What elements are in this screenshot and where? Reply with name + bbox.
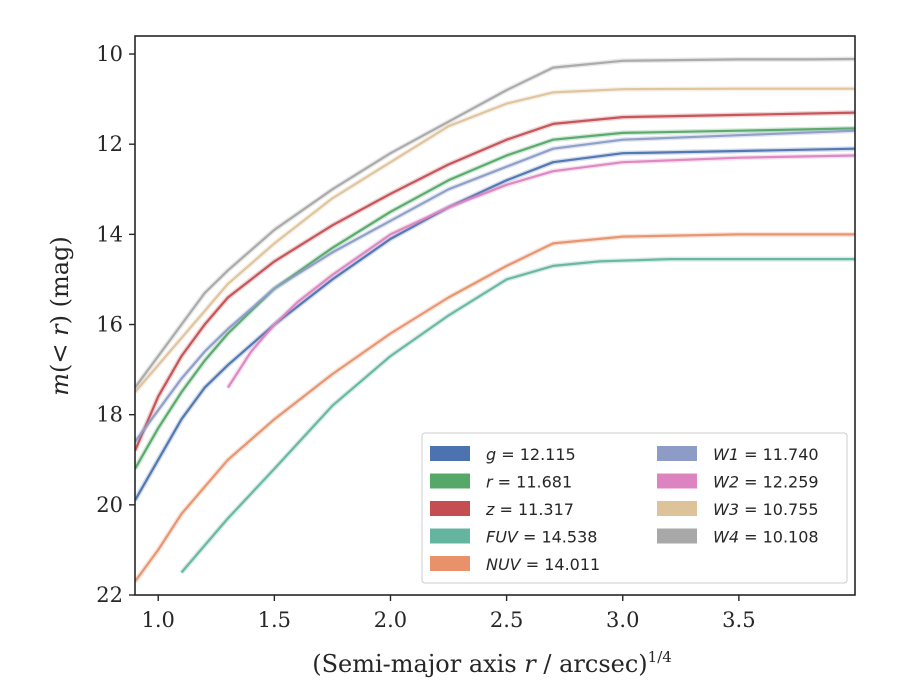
legend-label-w3: W3 = 10.755 (713, 500, 819, 519)
y-tick-label: 14 (96, 222, 123, 246)
x-tick-label: 1.0 (142, 608, 175, 632)
series-line-w4 (135, 57, 855, 389)
plot-frame (134, 35, 856, 596)
legend-swatch-g (430, 446, 470, 461)
series-line-r-halo (135, 125, 855, 471)
legend-swatch-nuv (430, 556, 470, 571)
legend-swatch-w4 (657, 528, 697, 544)
x-tick-label: 3.0 (606, 608, 639, 632)
legend-label-fuv: FUV = 14.538 (486, 528, 597, 547)
legend-swatch-z (430, 501, 470, 516)
series-line-g (135, 147, 855, 501)
y-tick-label: 12 (96, 132, 123, 156)
legend-label-g: g = 12.115 (486, 445, 576, 464)
legend-label-w2: W2 = 12.259 (713, 473, 819, 492)
legend-swatch-w1 (657, 446, 697, 461)
series-line-w3 (135, 87, 855, 393)
y-tick-label: 16 (96, 313, 123, 337)
y-axis: 10 12 14 16 18 20 22 (96, 42, 135, 607)
legend-label-w1: W1 = 11.740 (713, 445, 819, 464)
legend-label-w4: W4 = 10.108 (713, 528, 819, 547)
legend-label-r: r = 11.681 (486, 473, 572, 492)
y-tick-label: 18 (96, 403, 123, 427)
legend-label-nuv: NUV = 14.011 (486, 555, 600, 574)
x-tick-label: 2.0 (374, 608, 407, 632)
legend-swatch-w3 (657, 501, 697, 516)
series-line-w2 (226, 154, 855, 389)
series-line-nuv (135, 233, 855, 583)
series-line-r (135, 127, 855, 470)
x-tick-label: 1.5 (258, 608, 291, 632)
x-tick-label: 3.5 (722, 608, 755, 632)
series-line-fuv (180, 258, 855, 574)
series-line-w1 (135, 129, 855, 443)
legend-swatch-fuv (430, 528, 470, 544)
y-axis-label: m(< r) (mag) (46, 236, 74, 396)
y-tick-label: 22 (96, 583, 123, 607)
legend-swatch-r (430, 473, 470, 489)
series-line-z (135, 111, 855, 452)
x-tick-label: 2.5 (490, 608, 523, 632)
x-axis: 1.0 1.5 2.0 2.5 3.0 3.5 (142, 595, 756, 632)
x-axis-label: (Semi-major axis r / arcsec)1/4 (312, 648, 672, 678)
series-line-z-halo (135, 110, 855, 452)
series-layer (135, 56, 855, 583)
legend: g = 12.115 r = 11.681 z = 11.317 FUV = 14.5… (421, 432, 848, 584)
legend-frame (421, 432, 848, 584)
y-tick-label: 10 (96, 42, 123, 66)
y-tick-label: 20 (96, 493, 123, 517)
legend-swatch-w2 (657, 473, 697, 489)
legend-label-z: z = 11.317 (485, 500, 574, 519)
